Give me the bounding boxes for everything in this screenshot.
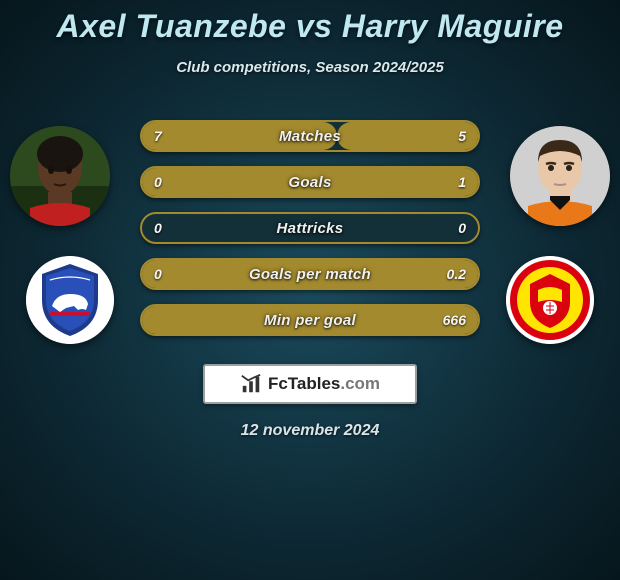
brand-text: FcTables.com: [268, 374, 380, 394]
stat-bar: 666Min per goal: [140, 304, 480, 336]
stat-label: Matches: [142, 122, 478, 150]
brand-suffix: .com: [340, 374, 380, 393]
stat-bar: 01Goals: [140, 166, 480, 198]
player-right-avatar: [510, 126, 610, 226]
date-text: 12 november 2024: [0, 422, 620, 440]
bar-chart-icon: [240, 373, 262, 395]
club-crest-icon: [26, 256, 114, 344]
stat-label: Goals per match: [142, 260, 478, 288]
stat-label: Min per goal: [142, 306, 478, 334]
person-icon: [510, 126, 610, 226]
stat-bar: 75Matches: [140, 120, 480, 152]
person-icon: [10, 126, 110, 226]
brand-name: FcTables: [268, 374, 340, 393]
stat-bars: 75Matches 01Goals 00Hattricks 00.2Goals per…: [140, 120, 480, 336]
stat-label: Goals: [142, 168, 478, 196]
page-title: Axel Tuanzebe vs Harry Maguire: [0, 0, 620, 45]
comparison-stage: 75Matches 01Goals 00Hattricks 00.2Goals per…: [0, 106, 620, 346]
club-crest-icon: [506, 256, 594, 344]
stat-label: Hattricks: [142, 214, 478, 242]
club-right-badge: [506, 256, 594, 344]
subtitle: Club competitions, Season 2024/2025: [0, 59, 620, 76]
player-left-avatar: [10, 126, 110, 226]
stat-bar: 00Hattricks: [140, 212, 480, 244]
club-left-badge: [26, 256, 114, 344]
branding-box: FcTables.com: [203, 364, 417, 404]
stat-bar: 00.2Goals per match: [140, 258, 480, 290]
